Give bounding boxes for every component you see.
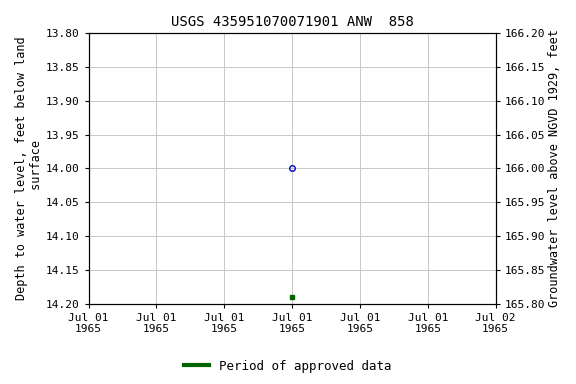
Legend: Period of approved data: Period of approved data (179, 355, 397, 378)
Y-axis label: Depth to water level, feet below land
 surface: Depth to water level, feet below land su… (15, 36, 43, 300)
Y-axis label: Groundwater level above NGVD 1929, feet: Groundwater level above NGVD 1929, feet (548, 30, 561, 307)
Title: USGS 435951070071901 ANW  858: USGS 435951070071901 ANW 858 (170, 15, 414, 29)
